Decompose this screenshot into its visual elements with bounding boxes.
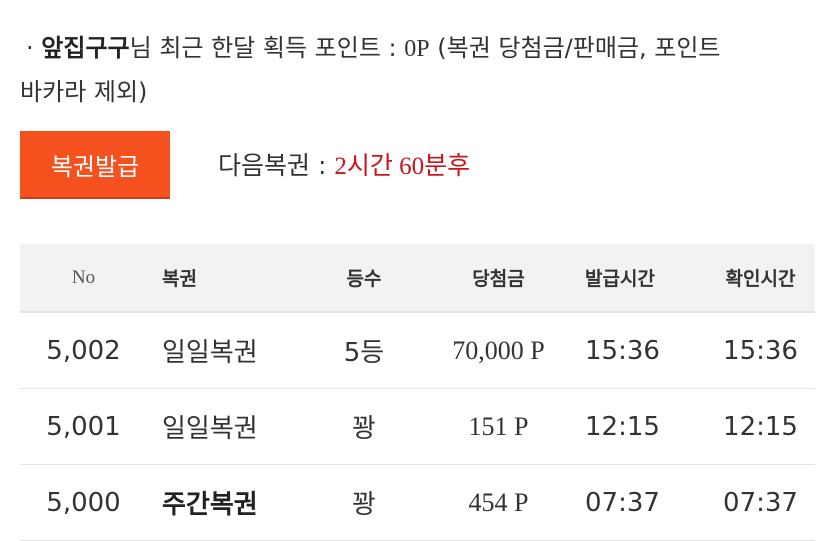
table-header: No 복권 등수 당첨금 발급시간 확인시간 (20, 244, 815, 313)
row-ticket-type: 일일복권 (147, 388, 308, 465)
next-ticket-countdown: 2시간 60분후 (334, 153, 471, 180)
row-no: 5,001 (20, 388, 147, 465)
header-prize: 당첨금 (420, 244, 577, 313)
row-no: 5,000 (20, 464, 147, 541)
row-prize: 151 P (420, 388, 577, 465)
table-row: 5,000 주간복권 꽝 454 P 07:37 07:37 (20, 464, 815, 541)
header-checked-time: 확인시간 (706, 244, 815, 313)
monthly-points-summary: · 앞집구구님 최근 한달 획득 포인트 : 0P (복권 당첨금/판매금, 포… (26, 28, 721, 63)
row-checked-time: 07:37 (706, 464, 815, 541)
row-prize: 454 P (420, 464, 577, 541)
row-rank: 꽝 (308, 388, 420, 465)
table-row: 5,001 일일복권 꽝 151 P 12:15 12:15 (20, 388, 815, 465)
header-issued-time: 발급시간 (577, 244, 706, 313)
row-checked-time: 15:36 (706, 312, 815, 389)
row-issued-time: 15:36 (577, 312, 706, 389)
summary-text: 님 최근 한달 획득 포인트 : (129, 34, 405, 62)
summary-note-continued: 바카라 제외) (20, 78, 148, 106)
row-rank: 꽝 (308, 464, 420, 541)
points-value: 0P (404, 36, 430, 62)
issue-ticket-button[interactable]: 복권발급 (20, 131, 170, 199)
row-checked-time: 12:15 (706, 388, 815, 465)
row-rank: 5등 (308, 312, 420, 389)
row-prize: 70,000 P (420, 312, 577, 389)
next-ticket: 다음복권 : 2시간 60분후 (218, 146, 470, 182)
header-rank: 등수 (308, 244, 420, 313)
row-ticket-type: 일일복권 (147, 312, 308, 389)
bullet: · (26, 34, 34, 62)
table-row: 5,002 일일복권 5등 70,000 P 15:36 15:36 (20, 312, 815, 389)
row-no: 5,002 (20, 312, 147, 389)
ticket-history-table: No 복권 등수 당첨금 발급시간 확인시간 5,002 일일복권 5등 70,000… (20, 244, 815, 541)
summary-note: (복권 당첨금/판매금, 포인트 (429, 34, 721, 62)
row-issued-time: 07:37 (577, 464, 706, 541)
username: 앞집구구 (41, 34, 130, 62)
next-ticket-label: 다음복권 : (218, 151, 335, 180)
row-ticket-type: 주간복권 (147, 464, 308, 541)
header-ticket: 복권 (147, 244, 308, 313)
header-no: No (20, 244, 147, 313)
row-issued-time: 12:15 (577, 388, 706, 465)
